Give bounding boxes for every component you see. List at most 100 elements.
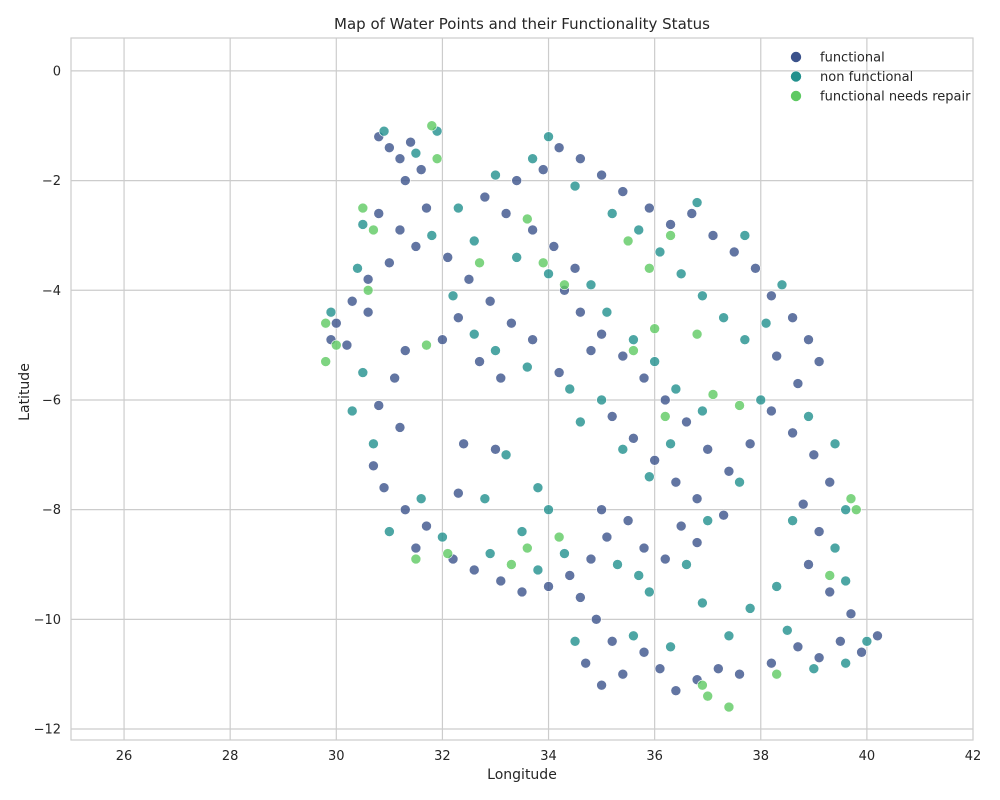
data-point <box>644 471 655 483</box>
data-point <box>421 339 432 351</box>
data-point <box>468 235 480 247</box>
data-point <box>415 164 427 175</box>
data-point <box>378 125 390 137</box>
data-point <box>410 542 422 554</box>
data-point <box>739 334 751 345</box>
data-point <box>453 487 464 499</box>
data-point <box>638 542 650 554</box>
data-point <box>415 493 427 504</box>
data-point <box>384 526 395 537</box>
data-point <box>813 526 825 537</box>
data-point <box>840 504 851 515</box>
data-point <box>808 663 820 675</box>
chart-title: Map of Water Points and their Functional… <box>334 15 710 33</box>
data-point <box>559 548 570 559</box>
legend-label: functional needs repair <box>820 90 971 105</box>
data-point <box>755 394 767 406</box>
data-point <box>713 663 724 675</box>
data-point <box>522 213 533 225</box>
data-point <box>835 635 846 647</box>
data-point <box>734 400 745 411</box>
data-point <box>585 345 597 356</box>
data-point <box>681 559 692 570</box>
data-point <box>405 136 416 148</box>
data-point <box>453 312 464 324</box>
legend-marker <box>790 70 802 83</box>
data-point <box>628 433 639 444</box>
data-point <box>824 476 836 488</box>
data-point <box>760 317 772 329</box>
data-point <box>569 180 581 192</box>
data-point <box>670 476 682 488</box>
data-point <box>468 328 480 340</box>
data-point <box>410 147 422 159</box>
data-point <box>702 444 714 455</box>
y-tick-label: −8 <box>42 503 61 518</box>
series-non-functional <box>325 125 873 675</box>
data-point <box>665 641 676 653</box>
data-point <box>346 295 358 307</box>
data-point <box>728 246 740 258</box>
data-points <box>320 120 883 713</box>
data-point <box>750 263 761 274</box>
data-point <box>564 383 576 395</box>
data-point <box>569 635 581 647</box>
data-point <box>495 372 507 384</box>
data-point <box>654 246 666 258</box>
data-point <box>702 515 714 526</box>
data-point <box>739 230 751 241</box>
data-point <box>421 520 432 532</box>
x-tick-label: 36 <box>646 749 663 764</box>
data-point <box>691 328 703 340</box>
data-point <box>368 224 379 236</box>
data-point <box>744 603 756 614</box>
legend-marker <box>790 51 802 63</box>
data-point <box>797 498 809 510</box>
data-point <box>357 219 369 230</box>
data-point <box>522 361 533 373</box>
data-point <box>697 290 708 302</box>
data-point <box>654 663 666 675</box>
data-point <box>585 553 597 565</box>
data-point <box>675 520 687 532</box>
data-point <box>622 515 634 526</box>
data-point <box>617 350 629 362</box>
data-point <box>330 317 342 329</box>
data-point <box>394 153 406 164</box>
data-point <box>453 202 464 214</box>
x-tick-label: 26 <box>116 749 133 764</box>
data-point <box>845 493 857 504</box>
data-point <box>718 509 729 521</box>
data-point <box>686 208 698 219</box>
data-point <box>644 586 655 598</box>
data-point <box>384 257 395 269</box>
data-point <box>564 570 576 581</box>
x-tick-label: 28 <box>222 749 239 764</box>
data-point <box>543 504 554 515</box>
data-point <box>399 345 411 356</box>
data-point <box>766 290 777 302</box>
data-point <box>490 169 501 181</box>
data-point <box>803 411 814 422</box>
y-tick-label: −12 <box>34 723 61 738</box>
data-point <box>659 394 671 406</box>
data-point <box>829 542 841 554</box>
data-point <box>368 438 379 450</box>
data-point <box>649 356 660 367</box>
data-point <box>543 268 554 280</box>
data-point <box>771 581 782 592</box>
data-point <box>384 142 395 153</box>
data-point <box>463 274 475 285</box>
data-point <box>776 279 788 291</box>
data-point <box>575 306 586 318</box>
x-axis-label: Longitude <box>487 767 557 783</box>
data-point <box>580 657 591 669</box>
data-point <box>320 356 331 367</box>
data-point <box>378 482 390 494</box>
data-point <box>617 444 629 455</box>
data-point <box>723 701 735 713</box>
data-point <box>527 224 538 236</box>
data-point <box>559 279 570 291</box>
